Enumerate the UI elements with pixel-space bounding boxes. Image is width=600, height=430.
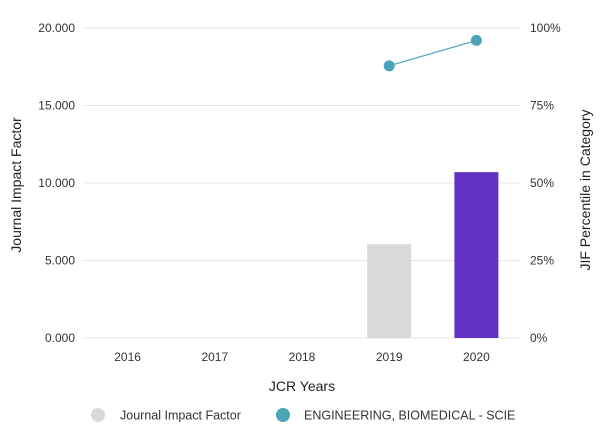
right-tick-label: 75% <box>530 99 554 113</box>
left-tick-label: 5.000 <box>45 254 75 268</box>
right-tick-label: 25% <box>530 254 554 268</box>
left-tick-label: 20.000 <box>38 21 75 35</box>
point-2019 <box>383 60 395 72</box>
x-axis-ticks: 2016 2017 2018 2019 2020 <box>114 350 490 364</box>
x-tick-label: 2018 <box>289 350 316 364</box>
right-axis-ticks: 0% 25% 50% 75% 100% <box>530 21 561 345</box>
bar-series <box>367 172 499 338</box>
right-tick-label: 100% <box>530 21 561 35</box>
right-tick-label: 50% <box>530 176 554 190</box>
right-axis-title: JIF Percentile in Category <box>577 109 593 270</box>
x-tick-label: 2017 <box>201 350 228 364</box>
x-tick-label: 2016 <box>114 350 141 364</box>
bar-2019 <box>367 244 412 338</box>
legend-label-jif: Journal Impact Factor <box>120 409 241 423</box>
left-axis-ticks: 0.000 5.000 10.000 15.000 20.000 <box>38 21 75 345</box>
right-tick-label: 0% <box>530 331 548 345</box>
x-tick-label: 2019 <box>376 350 403 364</box>
watermark: 知乎 @WOSCI沃斯编辑 <box>446 397 585 413</box>
legend: Journal Impact Factor ENGINEERING, BIOME… <box>91 408 515 423</box>
left-axis-title: Journal Impact Factor <box>8 117 24 253</box>
legend-marker-category <box>276 408 290 422</box>
line-series <box>383 34 482 72</box>
category-percentile-line <box>389 39 477 67</box>
left-tick-label: 10.000 <box>38 176 75 190</box>
gridlines <box>84 27 520 339</box>
x-axis-title: JCR Years <box>269 378 335 394</box>
point-2020 <box>470 34 482 46</box>
x-tick-label: 2020 <box>463 350 490 364</box>
legend-marker-jif <box>91 408 105 422</box>
bar-2020 <box>454 172 499 338</box>
legend-label-category: ENGINEERING, BIOMEDICAL - SCIE <box>304 409 515 423</box>
left-tick-label: 15.000 <box>38 99 75 113</box>
left-tick-label: 0.000 <box>45 331 75 345</box>
